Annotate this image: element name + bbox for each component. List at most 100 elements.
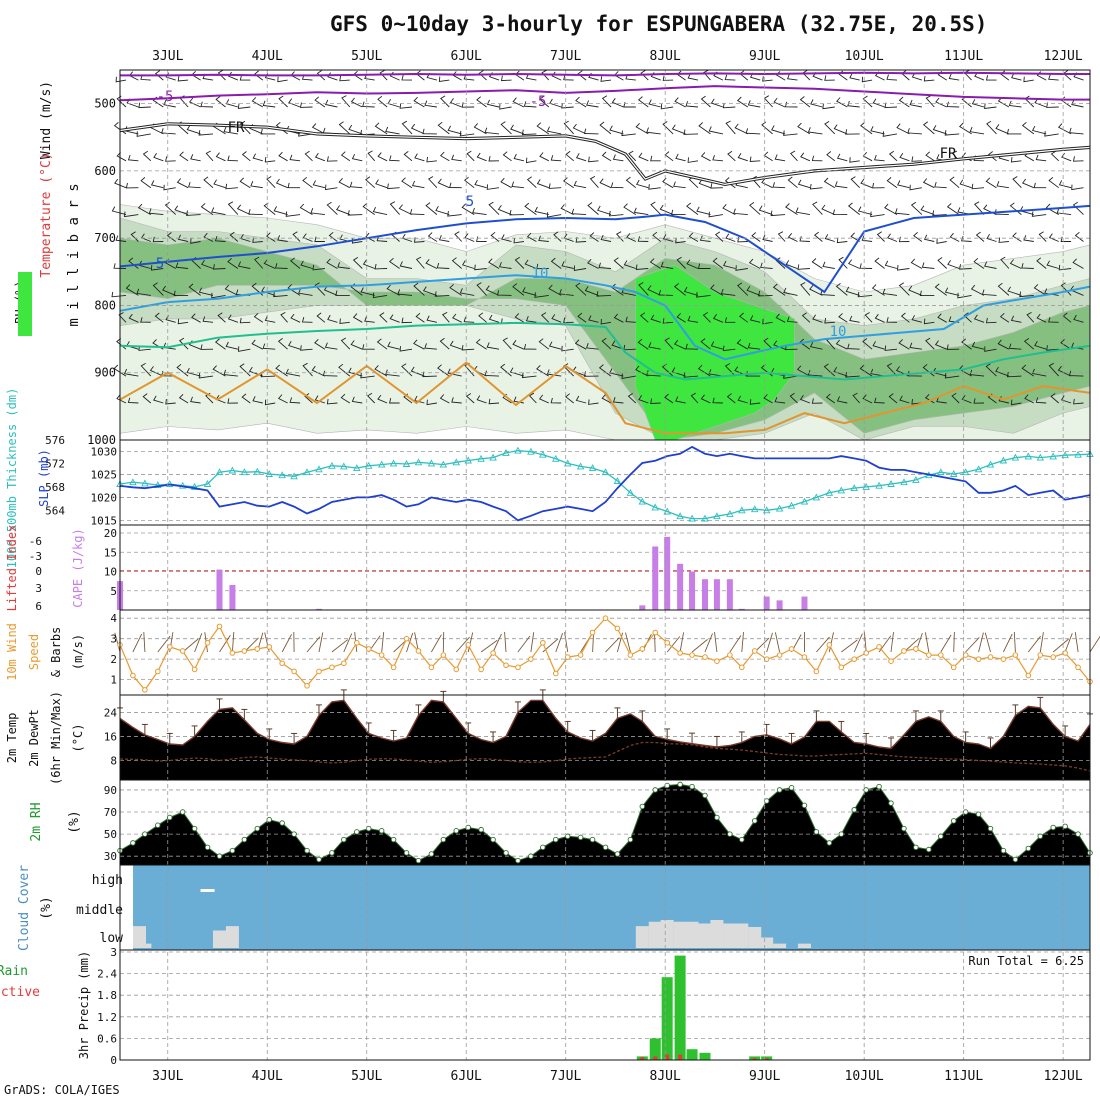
- point-wind10m: [553, 671, 558, 676]
- ylabel-lifted-index: Lifted Index: [5, 525, 19, 612]
- point-wind10m: [242, 649, 247, 654]
- wind-barb: [376, 180, 387, 188]
- wind-barb: [734, 209, 748, 215]
- wind-barb: [833, 210, 847, 215]
- wind-barb: [835, 181, 847, 187]
- wind-barb: [455, 232, 462, 242]
- wind-barb: [1047, 103, 1059, 108]
- point-rh2m: [1013, 857, 1018, 862]
- wind-barb: [342, 96, 350, 107]
- point-wind10m: [927, 653, 932, 658]
- point-rh2m: [1051, 825, 1056, 830]
- wind-barb: [277, 179, 288, 188]
- wind-barb: [772, 126, 785, 134]
- wind-barb: [402, 75, 412, 80]
- wind-barb: [402, 121, 412, 134]
- point-rh2m: [578, 835, 583, 840]
- wind10m-barb: [692, 639, 708, 652]
- wind-barb: [996, 124, 1009, 133]
- point-rh2m: [988, 826, 993, 831]
- wind-barb: [838, 154, 848, 161]
- wind-barb: [166, 156, 176, 161]
- point-rh2m: [330, 851, 335, 856]
- panel-frame-th: [120, 440, 1090, 525]
- wind-barb: [551, 155, 561, 161]
- point-wind10m: [192, 667, 197, 672]
- wind-barb: [663, 178, 673, 188]
- wind-barb: [315, 97, 325, 107]
- wind-barb: [887, 177, 897, 187]
- point-wind10m: [454, 667, 459, 672]
- isotherm-label: -5: [530, 94, 547, 110]
- y-tick-label-temp: 8: [110, 754, 117, 767]
- y-tick-label-wind: 2: [110, 653, 117, 666]
- y-tick-label-precip: 0.6: [97, 1032, 117, 1045]
- wind-barb: [327, 202, 337, 214]
- wind-barb: [933, 210, 947, 215]
- wind-barb: [1023, 179, 1034, 188]
- wind-barb: [528, 177, 537, 188]
- cloud-low-bar: [748, 927, 761, 948]
- wind-barb: [164, 185, 176, 190]
- y-tick-label-cape: 15: [104, 546, 117, 559]
- point-rh2m: [230, 848, 235, 853]
- wind-barb: [801, 97, 810, 108]
- legend-convective: Convective: [0, 985, 40, 1000]
- temp-band: [120, 715, 1090, 724]
- cloud-low-bar: [710, 920, 723, 948]
- point-wind10m: [615, 626, 620, 631]
- wind-barb: [229, 72, 238, 80]
- wind10m-barb: [941, 635, 951, 652]
- point-rh2m: [516, 858, 521, 863]
- wind-barb: [410, 209, 424, 215]
- wind-barb: [823, 262, 835, 269]
- cloud-low-bar: [649, 922, 662, 948]
- cloud-high-mark: [201, 889, 215, 892]
- wind-barb: [973, 99, 985, 107]
- wind-barb: [851, 177, 860, 188]
- grid-cape: [120, 533, 1090, 591]
- point-wind10m: [379, 653, 384, 658]
- wind-barb: [423, 129, 437, 134]
- point-wind10m: [156, 669, 161, 674]
- wind-barb: [762, 122, 773, 134]
- wind-barb: [576, 97, 586, 107]
- point-rh2m: [902, 826, 907, 831]
- wind-barb: [388, 184, 400, 189]
- ylabel-temperature: Temperature (°C): [39, 152, 54, 277]
- wind-barb: [912, 156, 922, 161]
- wind-barb: [704, 70, 711, 80]
- y-tick-label: 900: [94, 366, 116, 380]
- wind-barb: [525, 203, 536, 215]
- wind-barb: [117, 96, 126, 107]
- wind-barb: [487, 184, 499, 189]
- wind-barb: [898, 181, 910, 188]
- wind-barb: [512, 182, 524, 188]
- wind-barb: [1064, 71, 1071, 81]
- x-tick-label-bottom: 6JUL: [451, 1069, 482, 1084]
- wind-barb: [614, 155, 624, 161]
- point-rh2m: [342, 837, 347, 842]
- y-tick-label-cloud: high: [92, 873, 123, 888]
- wind-barb: [337, 206, 350, 215]
- wind-barb: [339, 178, 350, 187]
- ylabel-temp-unit: (°C): [71, 724, 85, 753]
- cape-bar: [229, 585, 235, 610]
- wind10m-barb: [854, 634, 862, 652]
- wind10m-barb: [606, 638, 620, 652]
- wind-barb: [415, 154, 425, 161]
- wind-barb: [798, 264, 810, 269]
- wind-barb: [897, 124, 909, 134]
- wind-barb: [353, 154, 363, 161]
- wind-barb: [137, 131, 151, 136]
- wind-barb: [564, 178, 574, 188]
- wind-barb: [501, 178, 512, 188]
- wind10m-barb: [891, 632, 894, 652]
- point-rh2m: [379, 828, 384, 833]
- wind10m-barb: [705, 634, 713, 653]
- point-wind10m: [777, 653, 782, 658]
- wind-barb: [238, 205, 251, 215]
- point-rh2m: [914, 845, 919, 850]
